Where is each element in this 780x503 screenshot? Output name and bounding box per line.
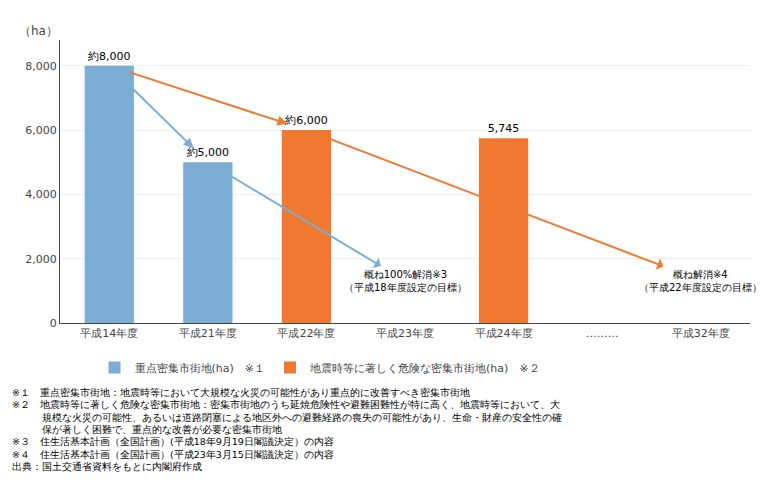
svg-text:2,000: 2,000 bbox=[25, 253, 57, 266]
svg-text:※１ 重点密集市街地：地震時等において大規模な火災の可能性が: ※１ 重点密集市街地：地震時等において大規模な火災の可能性があり重点的に改善すべ… bbox=[12, 387, 562, 472]
svg-text:平成21年度: 平成21年度 bbox=[179, 327, 237, 340]
svg-text:4,000: 4,000 bbox=[25, 188, 57, 201]
svg-text:5,745: 5,745 bbox=[488, 122, 520, 135]
svg-text:概ね100%解消※3（平成18年度設定の目標）: 概ね100%解消※3（平成18年度設定の目標） bbox=[344, 269, 467, 293]
svg-text:平成22年度: 平成22年度 bbox=[277, 327, 335, 340]
svg-text:約6,000: 約6,000 bbox=[285, 114, 328, 127]
svg-text:………: ……… bbox=[586, 327, 619, 340]
svg-text:平成14年度: 平成14年度 bbox=[80, 327, 138, 340]
svg-text:地震時等に著しく危険な密集市街地(ha) ※２: 地震時等に著しく危険な密集市街地(ha) ※２ bbox=[309, 362, 540, 375]
svg-text:平成23年度: 平成23年度 bbox=[376, 327, 434, 340]
svg-text:6,000: 6,000 bbox=[25, 124, 57, 137]
svg-text:（ha）: （ha） bbox=[19, 24, 58, 38]
svg-text:平成32年度: 平成32年度 bbox=[672, 327, 730, 340]
svg-text:重点密集市街地(ha) ※１: 重点密集市街地(ha) ※１ bbox=[135, 362, 266, 375]
svg-text:概ね解消※4（平成22年度設定の目標）: 概ね解消※4（平成22年度設定の目標） bbox=[639, 269, 762, 293]
svg-text:8,000: 8,000 bbox=[25, 60, 57, 73]
svg-text:0: 0 bbox=[50, 317, 57, 330]
svg-text:平成24年度: 平成24年度 bbox=[475, 327, 533, 340]
svg-text:約8,000: 約8,000 bbox=[88, 50, 131, 63]
svg-text:約5,000: 約5,000 bbox=[187, 146, 230, 159]
